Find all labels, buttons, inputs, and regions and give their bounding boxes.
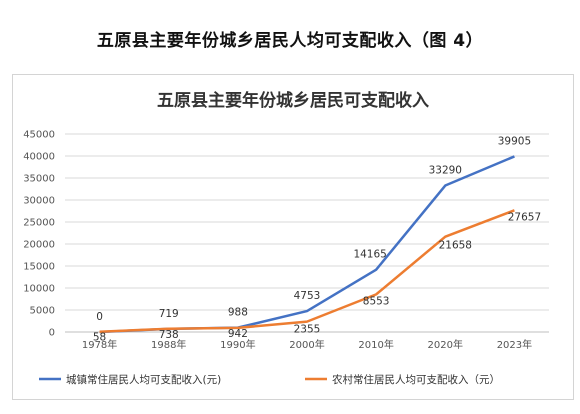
y-tick-label: 35000 xyxy=(23,174,55,185)
data-label: 27657 xyxy=(508,211,541,223)
x-tick-label: 1988年 xyxy=(151,338,186,351)
line-chart: 五原县主要年份城乡居民可支配收入 0 5000 10000 15000 20000 250… xyxy=(12,74,574,400)
y-tick-label: 25000 xyxy=(23,218,55,229)
data-label: 4753 xyxy=(294,290,321,302)
x-axis: 1978年 1988年 1990年 2000年 2010年 2020年 2023年 xyxy=(82,338,532,351)
data-label: 33290 xyxy=(429,165,462,177)
x-tick-label: 1990年 xyxy=(220,338,255,351)
data-label: 39905 xyxy=(498,135,531,147)
chart-title: 五原县主要年份城乡居民可支配收入 xyxy=(157,90,429,111)
legend: 城镇常住居民人均可支配收入(元) 农村常住居民人均可支配收入（元） xyxy=(39,373,500,386)
series-line-rural xyxy=(99,209,515,333)
legend-label: 农村常住居民人均可支配收入（元） xyxy=(332,373,500,386)
y-tick-label: 45000 xyxy=(23,130,55,141)
data-label: 719 xyxy=(159,308,179,320)
y-tick-label: 40000 xyxy=(23,152,55,163)
gridlines xyxy=(65,133,549,333)
data-labels: 0 719 988 4753 14165 33290 39905 58 738 942 2355 85… xyxy=(93,135,541,343)
data-label: 21658 xyxy=(439,240,472,252)
data-label: 988 xyxy=(228,307,248,319)
x-tick-label: 2010年 xyxy=(358,338,393,351)
y-tick-label: 10000 xyxy=(23,284,55,295)
x-tick-label: 2023年 xyxy=(497,338,532,351)
y-tick-label: 5000 xyxy=(30,306,55,317)
x-tick-label: 2020年 xyxy=(428,338,463,351)
y-axis: 0 5000 10000 15000 20000 25000 30000 35000 40000… xyxy=(23,130,55,339)
data-label: 2355 xyxy=(294,324,321,336)
x-tick-label: 2000年 xyxy=(289,338,324,351)
y-tick-label: 15000 xyxy=(23,262,55,273)
legend-label: 城镇常住居民人均可支配收入(元) xyxy=(66,373,221,386)
y-tick-label: 30000 xyxy=(23,196,55,207)
y-tick-label: 0 xyxy=(49,328,55,339)
page-heading: 五原县主要年份城乡居民人均可支配收入（图 4） xyxy=(96,31,484,51)
x-tick-label: 1978年 xyxy=(82,338,117,351)
data-label: 0 xyxy=(96,311,103,323)
data-label: 942 xyxy=(228,328,248,340)
data-label: 14165 xyxy=(353,249,386,261)
data-label: 58 xyxy=(93,332,106,344)
data-label: 738 xyxy=(159,329,179,341)
data-label: 8553 xyxy=(363,295,390,307)
chart-canvas: 五原县主要年份城乡居民可支配收入 0 5000 10000 15000 20000 250… xyxy=(23,90,549,386)
y-tick-label: 20000 xyxy=(23,240,55,251)
series-lines xyxy=(99,155,515,334)
